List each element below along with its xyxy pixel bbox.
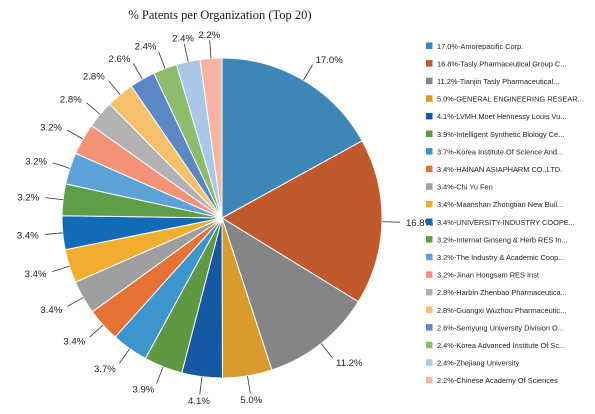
legend-swatch [426, 148, 433, 155]
pie-slice [221, 216, 360, 371]
legend-item-label: 3.2%-The Industry & Academic Coop... [437, 253, 564, 262]
legend-item-label: 4.1%-LVMH Moet Hennessy Louis Vu... [437, 112, 566, 121]
slice-percentage-label: 4.1% [188, 396, 210, 407]
legend-item-label: 11.2%-Tianjin Tasly Pharmaceutical... [437, 77, 559, 86]
legend-item-label: 3.4%-Chi Yu Fen [437, 183, 493, 192]
slice-percentage-label: 2.8% [60, 94, 82, 105]
slice-percentage-label: 3.7% [94, 364, 116, 375]
leader-line [52, 162, 71, 169]
legend-swatch [426, 42, 433, 49]
legend-swatch [426, 165, 433, 173]
leader-line [86, 102, 101, 115]
leader-line [247, 375, 251, 394]
legend: 17.0%-Amorepacific Corp. 16.8%-Tasly Phar… [426, 42, 584, 385]
slice-percentage-label: 3.2% [17, 192, 39, 203]
legend-item-label: 2.8%-Guangxi Wuzhou Pharmaceutic... [437, 306, 566, 315]
leader-line [158, 51, 166, 69]
legend-swatch [426, 236, 433, 243]
legend-swatch [426, 130, 433, 137]
legend-swatch [426, 183, 433, 190]
slice-percentage-label: 2.6% [109, 54, 131, 65]
legend-swatch [426, 200, 433, 208]
legend-item-label: 3.7%-Korea Institute Of Science And... [437, 147, 563, 156]
slice-percentage-label: 3.4% [63, 337, 85, 348]
legend-swatch [426, 218, 433, 225]
slice-percentage-label: 2.8% [83, 72, 105, 83]
leader-line [44, 232, 63, 235]
slice-percentage-label: 11.2% [336, 358, 363, 369]
legend-item-label: 2.4%-Zhejiang University [437, 359, 519, 368]
legend-swatch [426, 77, 433, 85]
slice-percentage-label: 2.4% [135, 42, 157, 53]
legend-item-label: 17.0%-Amorepacific Corp. [437, 42, 523, 51]
slice-percentage-label: 3.2% [40, 123, 62, 134]
leader-line [209, 40, 212, 59]
legend-item-label: 2.8%-Harbin Zhenbao Pharmaceutica... [437, 288, 567, 297]
legend-item-label: 2.4%-Korea Advanced Institute Of Sc... [437, 341, 565, 350]
slice-percentage-label: 5.0% [240, 395, 262, 406]
leader-line [108, 80, 121, 95]
legend-swatch [426, 324, 433, 331]
slice-percentage-label: 3.2% [25, 156, 47, 167]
leader-line [303, 64, 313, 81]
leader-line [156, 366, 164, 384]
slice-percentage-label: 3.4% [40, 305, 62, 316]
legend-item-label: 3.4%-UNIVERSITY-INDUSTRY COOPE... [437, 218, 575, 227]
legend-swatch [426, 271, 433, 278]
slice-percentage-label: 3.9% [132, 385, 154, 396]
legend-swatch [426, 60, 433, 67]
legend-swatch [426, 306, 433, 313]
leader-line [199, 376, 203, 395]
slice-percentage-label: 3.4% [17, 231, 39, 242]
legend-item-label: 3.9%-Intelligent Synthetic Biology Ce... [437, 130, 564, 139]
legend-swatch [426, 288, 433, 296]
leader-line [45, 197, 64, 201]
leader-line [67, 129, 84, 140]
slice-percentage-label: 17.0% [316, 55, 344, 66]
slice-percentage-label: 16.8% [406, 218, 434, 229]
legend-item-label: 3.4%-Maanshan Zhongtian New Buil... [437, 200, 563, 209]
pie-slice [221, 140, 383, 303]
legend-swatch [426, 341, 433, 349]
pie-slice [199, 57, 223, 219]
slice-percentage-label: 2.2% [198, 30, 220, 41]
legend-swatch [426, 253, 433, 261]
leader-line [52, 265, 70, 273]
label-leader-lines [44, 40, 400, 395]
leader-line [118, 348, 130, 364]
slice-percentage-label: 3.4% [25, 269, 47, 280]
leader-line [133, 63, 143, 80]
legend-item-label: 3.2%-Jinan Hongsam RES Inst [437, 271, 539, 280]
slice-percentage-label: 2.4% [172, 34, 194, 45]
legend-swatch [426, 376, 433, 384]
leader-line [320, 343, 333, 358]
leader-line [183, 43, 189, 62]
legend-item-label: 16.8%-Tasly Pharmaceutical Group C... [437, 59, 566, 68]
legend-item-label: 5.0%-GENERAL ENGINEERING RESEAR... [437, 95, 584, 104]
legend-item-label: 2.2%-Chinese Academy Of Sciences [437, 376, 558, 385]
legend-swatch [426, 112, 433, 120]
leader-line [89, 324, 104, 338]
percentage-labels: 17.0% 16.8% 11.2% 5.0% 4.1% 3.9% 3.7% 3.4% 3.4% 3… [17, 30, 434, 407]
legend-swatch [426, 359, 433, 366]
leader-line [67, 297, 84, 307]
legend-item-label: 3.2%-Internat Ginseng & Herb RES In... [437, 235, 568, 244]
chart-title: % Patents per Organization (Top 20) [128, 8, 311, 22]
pie-slice [221, 57, 363, 219]
pie-slices [61, 57, 383, 379]
legend-swatch [426, 95, 433, 102]
legend-item-label: 3.4%-HAINAN ASIAPHARM CO.,LTD. [437, 165, 562, 174]
legend-item-label: 2.6%-Semyung University Division O... [437, 323, 564, 332]
